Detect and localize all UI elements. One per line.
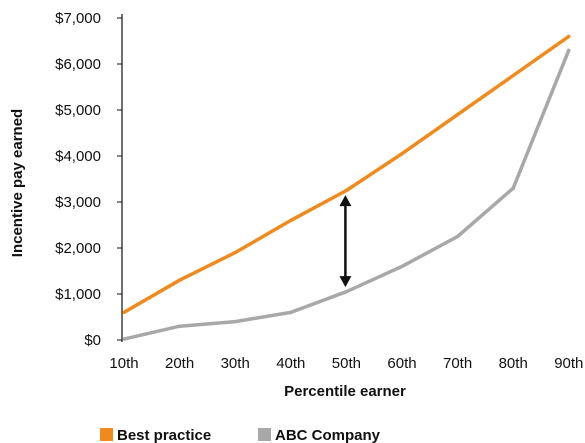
x-axis-title: Percentile earner	[284, 383, 406, 400]
legend-label-abc-company: ABC Company	[275, 427, 381, 443]
data-point-abc-company	[122, 337, 126, 341]
x-tick-label: 40th	[276, 355, 305, 372]
y-axis-ticks: $0 $1,000 $2,000 $3,000 $4,000 $5,000 $6,000 $7…	[55, 10, 122, 349]
data-point-abc-company	[400, 264, 404, 269]
data-point-best-practice	[177, 278, 182, 282]
data-point-best-practice	[567, 34, 571, 39]
y-tick-label: $0	[84, 332, 101, 349]
x-tick-label: 70th	[443, 355, 472, 372]
legend-swatch-best-practice	[100, 428, 113, 441]
x-axis-ticks: 10th 20th 30th 40th 50th 60th 70th 80th 90th	[109, 355, 583, 372]
annotation-arrow-head-up	[339, 195, 352, 207]
data-point-abc-company	[344, 290, 349, 294]
data-point-abc-company	[233, 319, 237, 324]
data-point-best-practice	[289, 218, 293, 223]
annotation-arrow-head-down	[339, 276, 352, 288]
y-tick-label: $1,000	[55, 286, 101, 303]
data-point-best-practice	[122, 310, 126, 315]
x-tick-label: 30th	[221, 355, 250, 372]
y-tick-label: $3,000	[55, 194, 101, 211]
x-tick-label: 50th	[332, 355, 361, 372]
series-layer	[122, 34, 571, 341]
x-tick-label: 60th	[387, 355, 416, 372]
series-line-abc-company	[123, 49, 571, 341]
legend-label-best-practice: Best practice	[117, 427, 211, 443]
data-point-best-practice	[511, 73, 515, 78]
y-axis-title: Incentive pay earned	[9, 109, 26, 257]
y-tick-label: $5,000	[55, 102, 101, 119]
legend: Best practice ABC Company	[100, 427, 381, 443]
y-tick-label: $6,000	[55, 56, 101, 73]
y-tick-label: $4,000	[55, 148, 101, 165]
data-point-abc-company	[567, 48, 571, 52]
x-tick-label: 80th	[499, 355, 528, 372]
annotation-layer	[339, 195, 352, 288]
data-point-abc-company	[177, 324, 182, 328]
data-point-best-practice	[233, 250, 237, 255]
data-point-best-practice	[344, 188, 349, 193]
x-tick-label: 10th	[109, 355, 138, 372]
data-point-abc-company	[455, 234, 460, 239]
data-point-best-practice	[400, 152, 404, 156]
y-tick-label: $2,000	[55, 240, 101, 257]
legend-swatch-abc-company	[258, 428, 271, 441]
x-tick-label: 90th	[554, 355, 583, 372]
data-point-best-practice	[455, 112, 460, 117]
y-tick-label: $7,000	[55, 10, 101, 27]
data-point-abc-company	[511, 186, 515, 190]
data-point-abc-company	[289, 310, 293, 315]
x-tick-label: 20th	[165, 355, 194, 372]
